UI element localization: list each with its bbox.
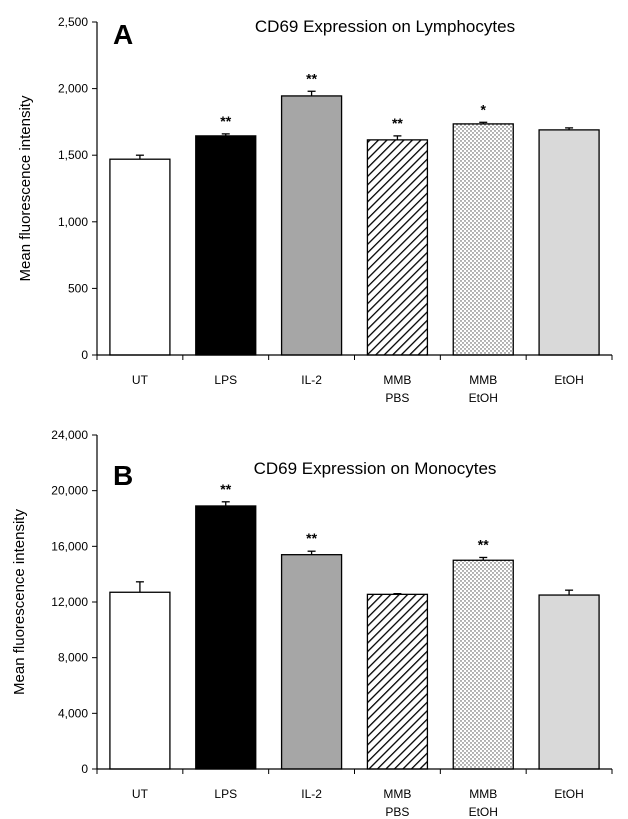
- bar: [195, 135, 257, 356]
- x-tick-label: IL-2: [301, 787, 322, 801]
- x-tick-label: MMB: [383, 787, 411, 801]
- bar: [538, 594, 600, 770]
- panel-label: A: [113, 19, 133, 50]
- y-tick-label: 0: [81, 348, 88, 362]
- y-tick-label: 8,000: [58, 651, 88, 665]
- chart-title: CD69 Expression on Monocytes: [254, 459, 497, 478]
- x-tick-label: PBS: [385, 391, 409, 405]
- x-tick-label: UT: [132, 373, 149, 387]
- x-tick-label: UT: [132, 787, 149, 801]
- x-tick-label: EtOH: [469, 805, 498, 819]
- bar: [538, 129, 600, 356]
- y-tick-label: 16,000: [51, 539, 88, 553]
- bar: [452, 123, 514, 356]
- y-tick-label: 4,000: [58, 706, 88, 720]
- x-tick-label: LPS: [214, 787, 237, 801]
- bar: [280, 554, 343, 770]
- x-tick-label: IL-2: [301, 373, 322, 387]
- significance-marker: *: [481, 101, 487, 117]
- y-tick-label: 24,000: [51, 428, 88, 442]
- bar: [366, 593, 429, 770]
- x-tick-label: LPS: [214, 373, 237, 387]
- bar: [109, 158, 171, 356]
- x-tick-label: MMB: [469, 373, 497, 387]
- panel-b-chart: B CD69 Expression on Monocytes Mean fluore…: [11, 428, 613, 819]
- significance-marker: **: [478, 536, 489, 552]
- x-tick-label: PBS: [385, 805, 409, 819]
- panel-label: B: [113, 460, 133, 491]
- y-tick-label: 2,000: [58, 82, 88, 96]
- x-tick-label: EtOH: [469, 391, 498, 405]
- x-tick-label: EtOH: [554, 373, 583, 387]
- x-tick-label: MMB: [383, 373, 411, 387]
- y-tick-label: 12,000: [51, 595, 88, 609]
- y-axis-label: Mean fluorescence intensity: [11, 509, 28, 695]
- x-tick-label: MMB: [469, 787, 497, 801]
- panel-a-chart: A CD69 Expression on Lymphocytes Mean fluo…: [17, 15, 613, 405]
- significance-marker: **: [306, 70, 317, 86]
- significance-marker: **: [306, 530, 317, 546]
- bar: [109, 591, 171, 770]
- significance-marker: **: [220, 113, 231, 129]
- y-tick-label: 1,500: [58, 148, 88, 162]
- y-tick-label: 1,000: [58, 215, 88, 229]
- y-tick-label: 2,500: [58, 15, 88, 29]
- x-tick-label: EtOH: [554, 787, 583, 801]
- y-axis-label: Mean fluorescence intensity: [17, 95, 34, 281]
- bar: [452, 559, 514, 770]
- bar: [280, 95, 343, 356]
- significance-marker: **: [220, 481, 231, 497]
- y-tick-label: 500: [68, 281, 88, 295]
- bar: [195, 505, 257, 770]
- y-tick-label: 20,000: [51, 484, 88, 498]
- significance-marker: **: [392, 115, 403, 131]
- bar: [366, 139, 429, 356]
- y-tick-label: 0: [81, 762, 88, 776]
- chart-title: CD69 Expression on Lymphocytes: [255, 17, 515, 36]
